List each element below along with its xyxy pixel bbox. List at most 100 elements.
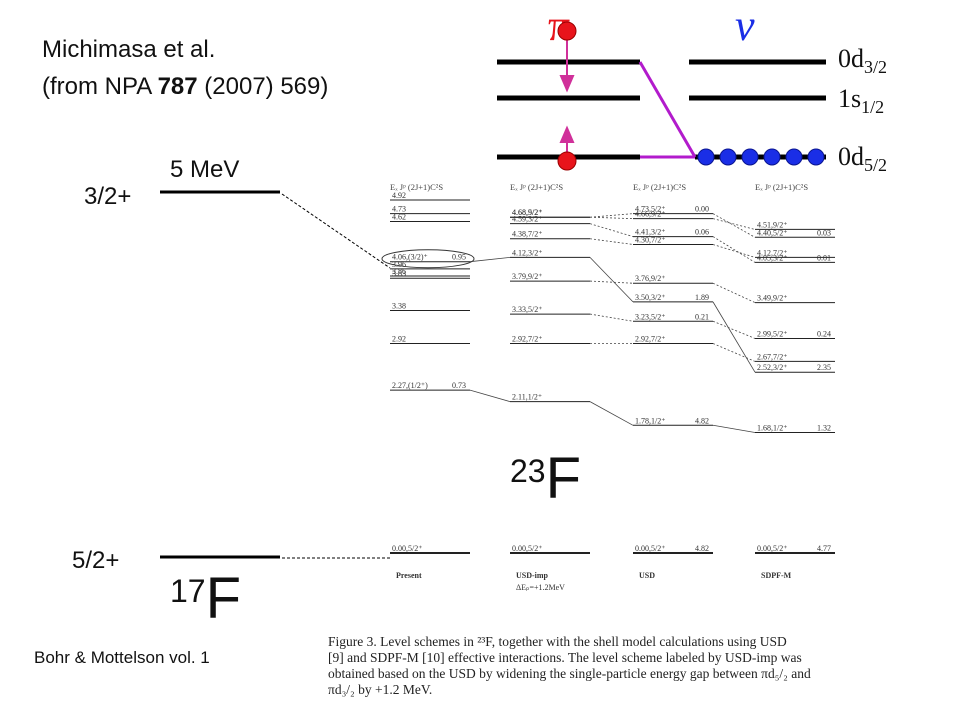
level-connector: [589, 401, 634, 426]
upper-spin-label: 3/2+: [84, 183, 132, 210]
energy-level-label: 2.11,1/2⁺: [512, 393, 542, 402]
energy-level-label: 0.00,5/2⁺: [635, 544, 665, 553]
energy-level-label: 3.86: [392, 267, 406, 276]
level-connector: [589, 257, 634, 303]
proton-particle-upper: [557, 21, 577, 41]
neutron-particle: [807, 148, 825, 166]
nucleus-23f: 23F: [510, 445, 581, 512]
level-connector: [589, 223, 634, 237]
level-connector: [712, 236, 756, 263]
f23-level-scheme: Eₓ Jᵖ (2J+1)C²S Present 4.92 4.734.62 4.06,(…: [381, 182, 835, 592]
spectroscopic-factor: 4.77: [817, 544, 831, 553]
energy-level-label: 3.33,5/2⁺: [512, 305, 542, 314]
energy-level-label: 4.12,7/2⁺: [757, 248, 787, 257]
caption-line: πd₃/₂ by +1.2 MeV.: [328, 682, 433, 697]
nucleus-23f-symbol: F: [545, 446, 582, 511]
energy-level-label: 4.30,7/2⁺: [635, 235, 665, 244]
column-name: USD-imp: [516, 571, 549, 580]
column-header: Eₓ Jᵖ (2J+1)C²S: [755, 182, 808, 192]
citation-reference: (from NPA 787 (2007) 569): [42, 73, 328, 101]
ground-spin-label: 5/2+: [72, 547, 120, 574]
orbital-base: 0d: [838, 44, 864, 73]
energy-level-label: 1.68,1/2⁺: [757, 423, 787, 432]
level-connector: [712, 424, 756, 433]
energy-level-label: 3.38: [392, 301, 406, 310]
caption-line: [9] and SDPF-M [10] effective interactio…: [328, 650, 802, 665]
energy-level-label: 0.00,5/2⁺: [512, 544, 542, 553]
energy-level-label: 4.68,9/2⁺: [512, 208, 542, 217]
shell-link-line: [638, 61, 697, 158]
excitation-energy-label: 5 MeV: [170, 156, 240, 183]
proton-arrows: [559, 32, 575, 160]
citation-ref-prefix: (from NPA: [42, 73, 158, 100]
energy-level-label: 0.00,5/2⁺: [757, 544, 787, 553]
level-connector: [712, 218, 756, 230]
spectroscopic-factor: 1.32: [817, 423, 831, 432]
energy-level-label: 4.38,7/2⁺: [512, 230, 542, 239]
orbital-sub: 5/2: [864, 155, 888, 176]
spectroscopic-factor: 4.82: [695, 416, 709, 425]
energy-level-label: 4.68,5/2⁺: [512, 208, 542, 217]
neutron-particle: [763, 148, 781, 166]
energy-level-label: 3.49,9/2⁺: [757, 294, 787, 303]
neutron-symbol: ν: [735, 1, 755, 50]
orbital-sub: 3/2: [864, 57, 888, 78]
arrow-up-head: [559, 125, 575, 143]
nucleus-17f-symbol: F: [205, 566, 242, 631]
spectroscopic-factor: 0.01: [817, 253, 831, 262]
neutron-particles: [697, 148, 825, 166]
orbital-label-s12: 1s1/2: [838, 84, 884, 118]
energy-level-label: 2.99,5/2⁺: [757, 329, 787, 338]
level-connector: [589, 213, 634, 218]
spectroscopic-factor: 4.82: [695, 544, 709, 553]
shell-model-schematic: [497, 59, 826, 160]
neutron-particle: [741, 148, 759, 166]
column-header: Eₓ Jᵖ (2J+1)C²S: [633, 182, 686, 192]
neutron-particle: [785, 148, 803, 166]
caption-line: obtained based on the USD by widening th…: [328, 666, 811, 681]
nucleus-23f-mass: 23: [510, 453, 546, 489]
energy-level-label: 2.92: [392, 334, 406, 343]
level-connector: [712, 213, 756, 238]
nucleus-17f-mass: 17: [170, 573, 206, 609]
neutron-particle: [697, 148, 715, 166]
spectroscopic-factor: 0.24: [817, 329, 831, 338]
energy-level-label: 3.96: [392, 260, 406, 269]
energy-level-label: 4.66,9/2⁺: [635, 210, 665, 219]
energy-level-label: 2.52,3/2⁺: [757, 363, 787, 372]
column-subtitle: ΔEₚ=+1.2MeV: [516, 583, 565, 592]
energy-level-label: 1.78,1/2⁺: [635, 416, 665, 425]
level-connector: [589, 216, 634, 220]
energy-level-label: 4.51,9/2⁺: [757, 220, 787, 229]
column-header: Eₓ Jᵖ (2J+1)C²S: [510, 182, 563, 192]
book-reference: Bohr & Mottelson vol. 1: [34, 648, 210, 667]
energy-level-label: 4.12,3/2⁺: [512, 248, 542, 257]
energy-level-label: 0.00,5/2⁺: [392, 544, 422, 553]
arrow-down-head: [559, 75, 575, 93]
energy-level-label: 2.92,7/2⁺: [512, 334, 542, 343]
column-name: USD: [639, 571, 655, 580]
highlight-ellipse: [381, 249, 475, 269]
energy-level-label: 4.40,5/2⁺: [757, 228, 787, 237]
orbital-label-d52: 0d5/2: [838, 142, 887, 176]
spectroscopic-factor: 0.03: [817, 228, 831, 237]
energy-level-label: 4.06,(3/2)⁺: [392, 253, 428, 262]
level-connector: [589, 280, 634, 284]
column-name: SDPF-M: [761, 571, 792, 580]
energy-level-label: 4.05,3/2⁺: [757, 253, 787, 262]
neutron-particle: [719, 148, 737, 166]
spectroscopic-factor: 0.06: [695, 228, 709, 237]
proton-particle-lower: [557, 151, 577, 171]
spectroscopic-factor: 0.21: [695, 312, 709, 321]
energy-level-label: 4.73,5/2⁺: [635, 205, 665, 214]
citation-authors: Michimasa et al.: [42, 36, 216, 63]
orbital-base: 1s: [838, 84, 862, 113]
level-connector: [589, 238, 634, 245]
level-connector: [712, 282, 756, 303]
energy-level-label: 3.23,5/2⁺: [635, 312, 665, 321]
spectroscopic-factor: 0.73: [452, 381, 466, 390]
energy-level-label: 4.73: [392, 205, 406, 214]
energy-level-label: 3.79,9/2⁺: [512, 272, 542, 281]
energy-level-label: 3.83: [392, 269, 406, 278]
energy-level-label: 4.92: [392, 191, 406, 200]
